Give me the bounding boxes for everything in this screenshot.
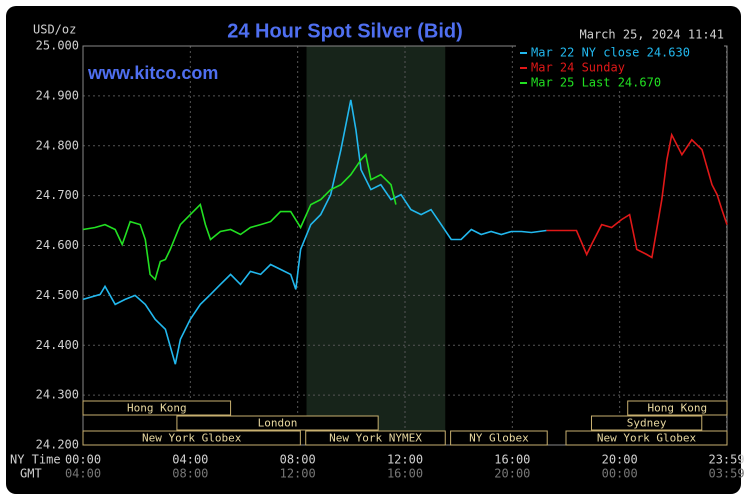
x-axis-label: NY Time xyxy=(10,453,61,467)
legend-entry: Mar 25 Last 24.670 xyxy=(531,76,661,90)
session-bar xyxy=(82,430,301,446)
x-tick-label: 20:00 xyxy=(602,453,638,467)
x-tick-label: 12:00 xyxy=(387,453,423,467)
y-tick-label: 24.800 xyxy=(36,138,79,152)
x2-axis-label: GMT xyxy=(20,467,42,481)
session-label: London xyxy=(258,417,298,430)
legend-entry: Mar 24 Sunday xyxy=(531,61,625,75)
session-label: Hong Kong xyxy=(648,402,708,415)
y-tick-label: 25.000 xyxy=(36,39,79,53)
y-tick-label: 24.500 xyxy=(36,288,79,302)
y-axis-label: USD/oz xyxy=(33,23,76,37)
y-tick-label: 24.900 xyxy=(36,88,79,102)
x2-tick-label: 16:00 xyxy=(387,467,423,481)
session-label: Hong Kong xyxy=(127,402,187,415)
session-bar xyxy=(82,400,232,416)
session-bar xyxy=(565,430,728,446)
y-tick-label: 24.200 xyxy=(36,438,79,452)
session-bar xyxy=(176,415,379,431)
x-tick-label: 16:00 xyxy=(494,453,530,467)
x-tick-label: 23:59 xyxy=(708,453,744,467)
session-label: New York Globex xyxy=(142,432,242,445)
session-label: NY Globex xyxy=(469,432,529,445)
timestamp: March 25, 2024 11:41 xyxy=(580,28,725,42)
session-label: New York Globex xyxy=(597,432,697,445)
session-bar xyxy=(305,430,446,446)
y-tick-label: 24.400 xyxy=(36,338,79,352)
x2-tick-label: 00:00 xyxy=(602,467,638,481)
price-line xyxy=(546,132,728,259)
watermark: www.kitco.com xyxy=(87,63,218,83)
session-bar xyxy=(627,400,728,416)
legend-box xyxy=(516,45,724,91)
x2-tick-label: 03:59 xyxy=(708,467,744,481)
x-tick-label: 04:00 xyxy=(172,453,208,467)
y-tick-label: 24.300 xyxy=(36,388,79,402)
price-line xyxy=(82,99,547,365)
x-tick-label: 08:00 xyxy=(280,453,316,467)
session-bar xyxy=(590,415,703,431)
session-label: Sydney xyxy=(627,417,667,430)
x2-tick-label: 04:00 xyxy=(65,467,101,481)
x2-tick-label: 12:00 xyxy=(280,467,316,481)
y-tick-label: 24.700 xyxy=(36,188,79,202)
x2-tick-label: 20:00 xyxy=(494,467,530,481)
session-label: New York NYMEX xyxy=(329,432,422,445)
sessions: Hong Kong Hong Kong London Sydney New York G… xyxy=(82,400,728,446)
price-line xyxy=(82,153,397,281)
session-bar xyxy=(450,430,548,446)
chart-title: 24 Hour Spot Silver (Bid) xyxy=(227,20,463,42)
x-tick-label: 00:00 xyxy=(65,453,101,467)
legend-entry: Mar 22 NY close 24.630 xyxy=(531,46,690,60)
y-tick-label: 24.600 xyxy=(36,238,79,252)
x2-tick-label: 08:00 xyxy=(172,467,208,481)
